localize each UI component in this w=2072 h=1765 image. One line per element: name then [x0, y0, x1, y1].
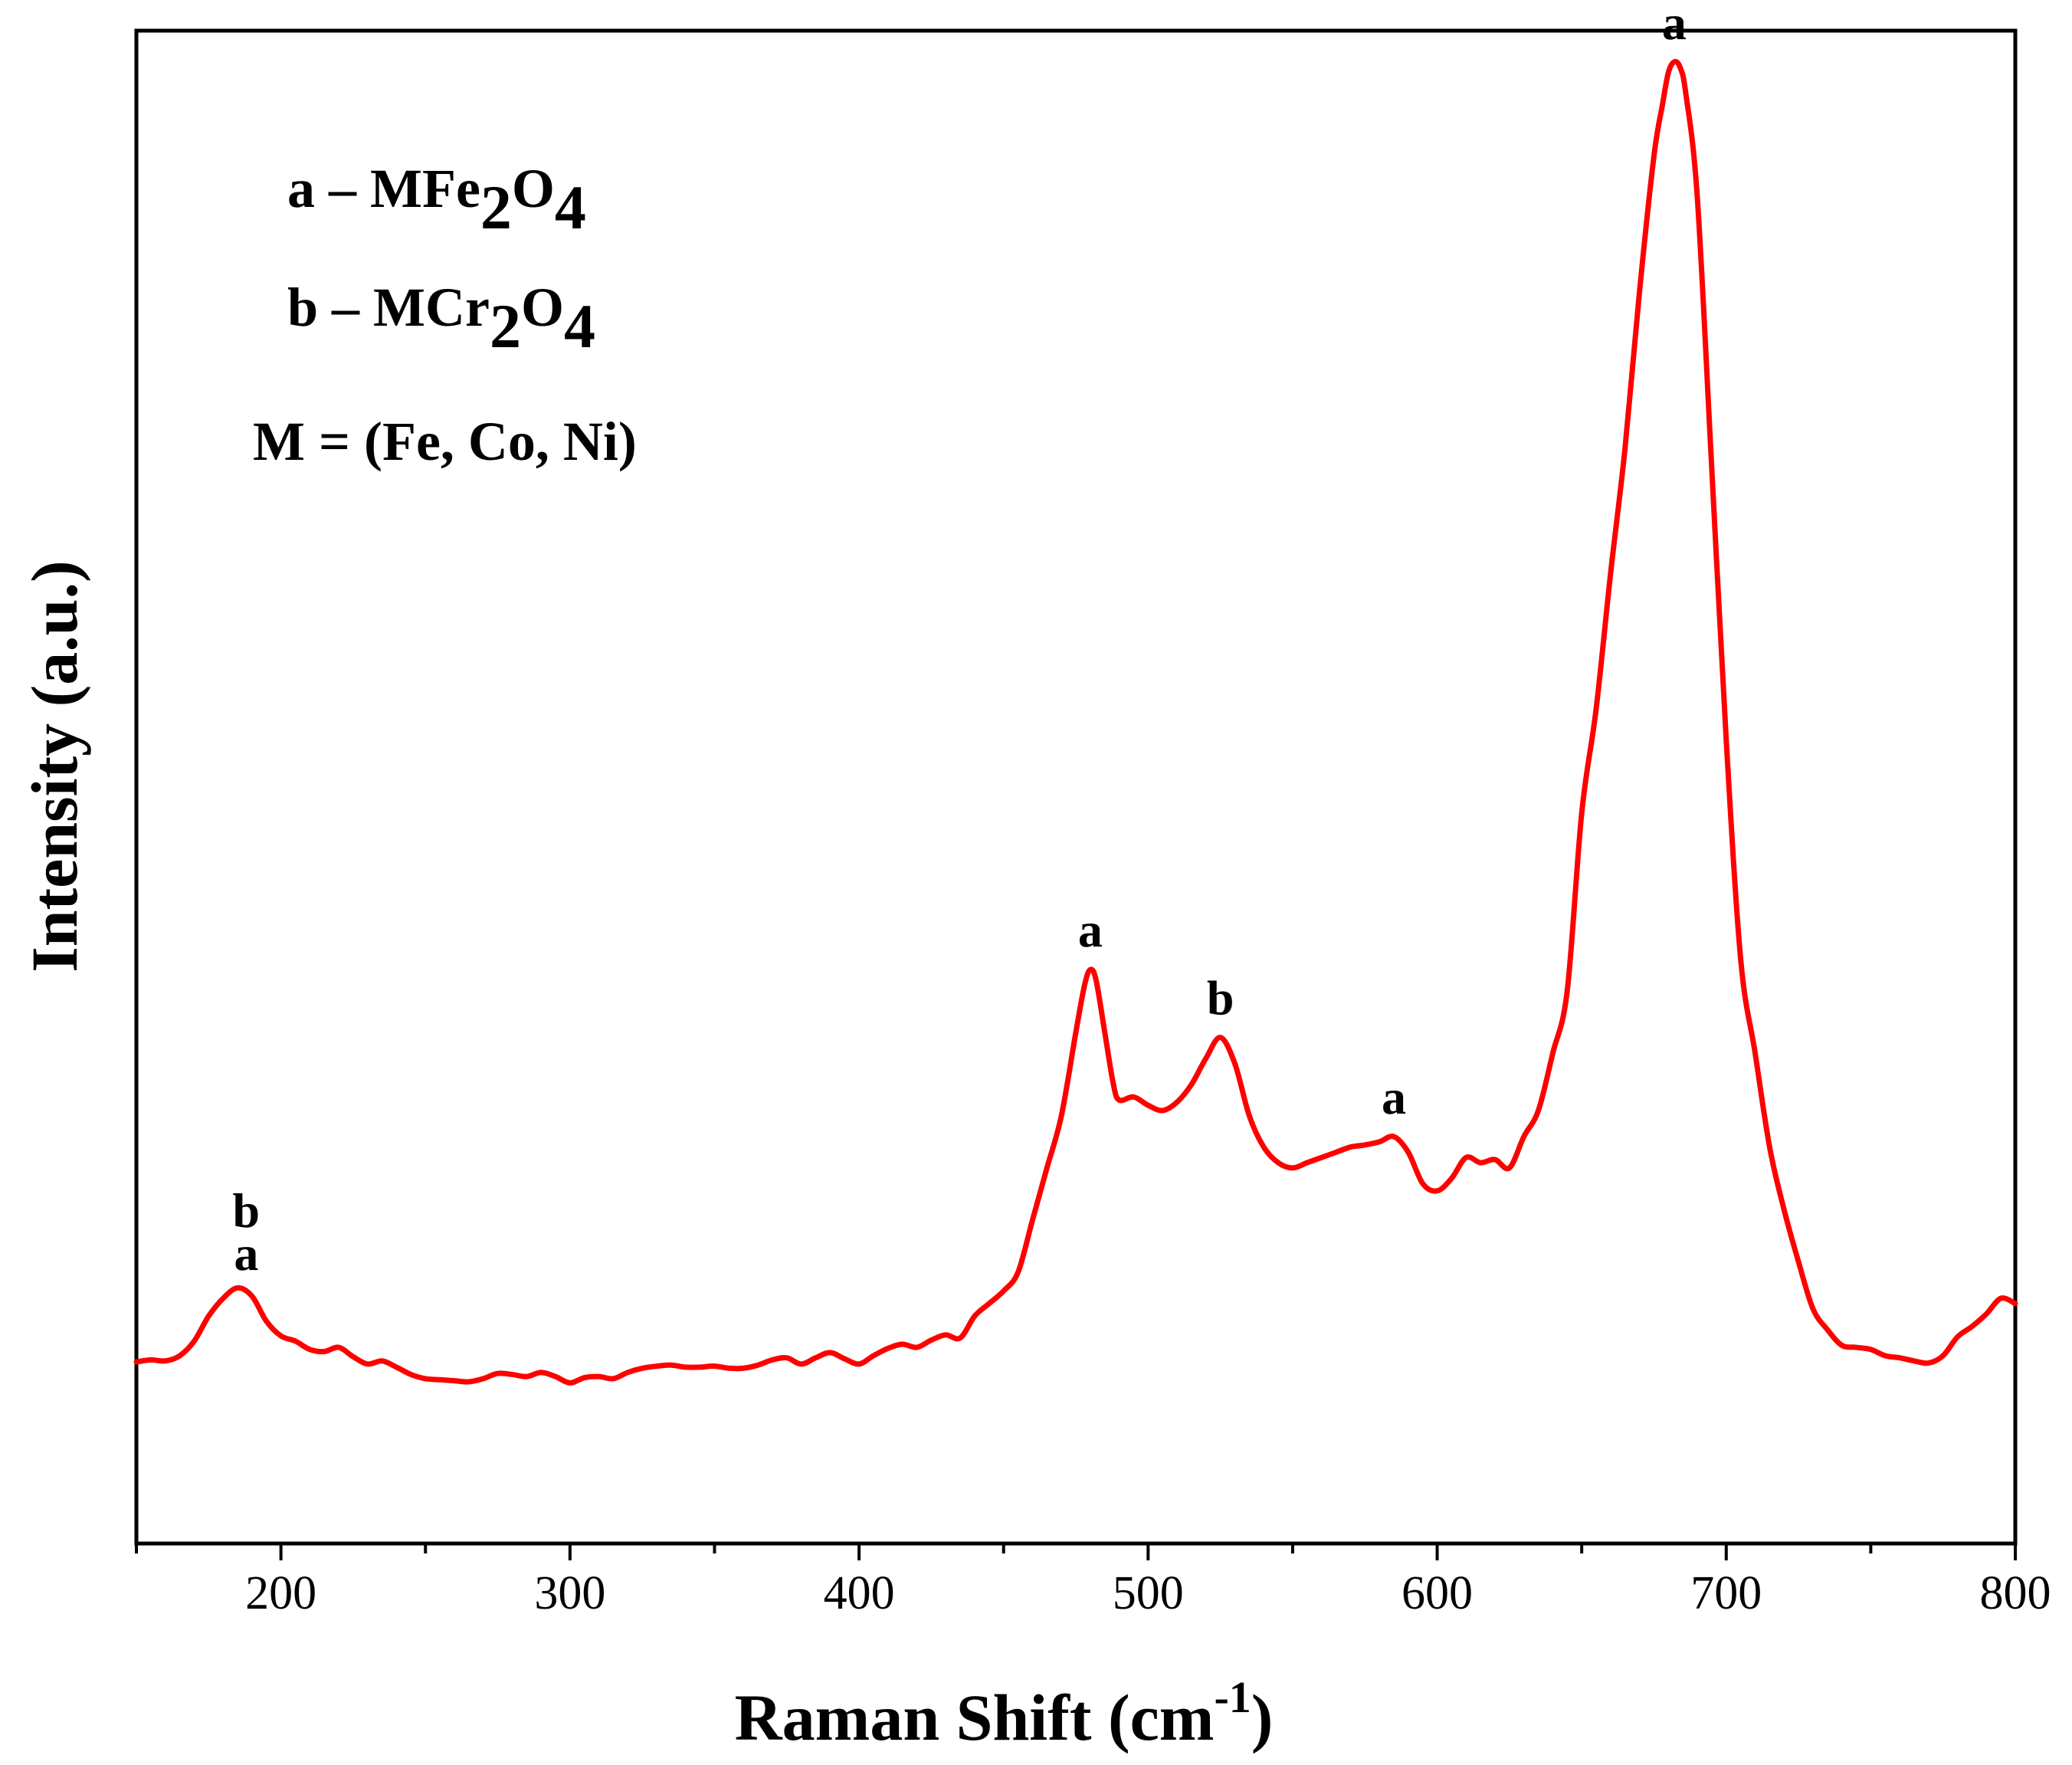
peak-label-a: a	[1662, 0, 1687, 50]
x-tick-label: 800	[1980, 1567, 2051, 1619]
x-axis-title-close: )	[1251, 1681, 1274, 1754]
legend-line-1-sub2: 4	[555, 172, 586, 242]
legend-line-2-mid: O	[521, 277, 564, 338]
peak-label-a: a	[234, 1226, 258, 1281]
x-tick-label: 500	[1113, 1567, 1184, 1619]
peak-label-b: b	[233, 1183, 261, 1238]
legend: a – MFe2O4 b – MCr2O4 M = (Fe, Co, Ni)	[253, 158, 637, 472]
x-tick-label: 300	[534, 1567, 605, 1619]
peak-label-b: b	[1207, 971, 1234, 1025]
x-axis-title-main: Raman Shift (cm	[735, 1681, 1215, 1754]
peak-label-a: a	[1382, 1070, 1406, 1124]
legend-line-1-sub1: 2	[480, 172, 512, 242]
x-tick-label: 700	[1690, 1567, 1762, 1619]
x-tick-label: 400	[824, 1567, 895, 1619]
legend-line-2-prefix: b – MCr	[287, 277, 490, 338]
legend-line-2-sub1: 2	[490, 291, 521, 361]
peak-labels: baababa	[233, 0, 1688, 1281]
legend-line-1-prefix: a – MFe	[287, 158, 480, 219]
x-ticks	[135, 1544, 2017, 1560]
legend-line-2: b – MCr2O4	[287, 277, 595, 361]
legend-line-1: a – MFe2O4	[287, 158, 586, 242]
y-axis-title: Intensity (a.u.)	[18, 560, 91, 973]
x-tick-label: 600	[1402, 1567, 1473, 1619]
legend-line-3: M = (Fe, Co, Ni)	[253, 411, 637, 472]
peak-label-a: a	[1078, 903, 1103, 957]
x-tick-label: 200	[245, 1567, 316, 1619]
peak-label-b: b	[1661, 0, 1688, 7]
plot-frame	[134, 28, 2018, 1546]
x-tick-labels: 200 300 400 500 600 700 800	[245, 1567, 2051, 1619]
legend-line-1-mid: O	[512, 158, 555, 219]
spectrum-line	[133, 58, 2018, 1386]
x-axis-title: Raman Shift (cm-1)	[735, 1672, 1274, 1754]
x-axis-title-sup: -1	[1214, 1672, 1251, 1722]
legend-line-2-sub2: 4	[564, 291, 595, 361]
